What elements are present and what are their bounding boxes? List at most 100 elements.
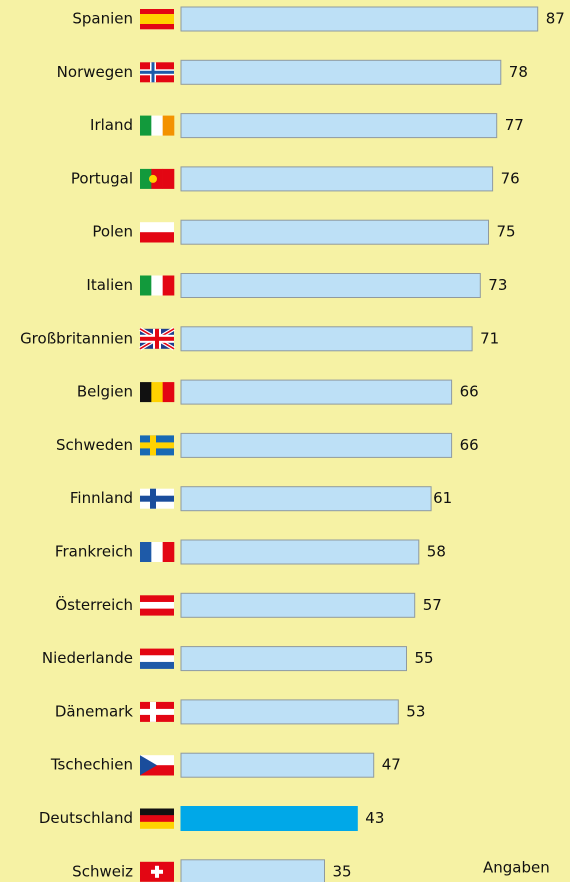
flag-stripe (162, 168, 175, 189)
category-label: Niederlande (42, 649, 133, 667)
flag-cross (140, 442, 174, 449)
value-label: 76 (501, 169, 520, 187)
flag-stripe (140, 608, 174, 616)
category-label: Irland (90, 116, 133, 134)
category-label: Spanien (72, 10, 133, 28)
flag (140, 168, 175, 189)
bar (180, 166, 494, 192)
value-label: 77 (505, 116, 524, 134)
flag-cross (151, 869, 163, 874)
flag (140, 222, 174, 243)
category-label: Deutschland (39, 809, 133, 827)
flag-stripe (151, 382, 163, 403)
value-label: 43 (365, 809, 384, 827)
flag-cross (140, 70, 174, 74)
flag-stripe (162, 115, 175, 136)
category-label: Dänemark (55, 702, 133, 720)
flag-stripe (140, 275, 152, 296)
flag (140, 755, 174, 776)
value-label: 57 (423, 596, 442, 614)
flag-stripe (140, 661, 174, 669)
flag-stripe (162, 382, 175, 403)
flag-stripe (140, 648, 174, 656)
flag (140, 62, 174, 83)
category-label: Schweden (56, 436, 133, 454)
flag (140, 808, 174, 829)
flag-stripe (140, 115, 152, 136)
flag-stripe (140, 815, 174, 823)
category-label: Finnland (70, 489, 133, 507)
flag-stripe (151, 115, 163, 136)
flag-stripe (162, 275, 175, 296)
flag-stripe (151, 275, 163, 296)
value-label: 87 (546, 10, 565, 28)
value-label: 47 (382, 756, 401, 774)
flag-stripe (140, 595, 174, 603)
bar (180, 379, 453, 405)
bar (180, 59, 502, 85)
category-label: Frankreich (55, 543, 133, 561)
flag-stripe (140, 19, 174, 25)
bar (180, 859, 325, 882)
bar (180, 326, 473, 352)
flag (140, 488, 174, 509)
flag-stripe (151, 542, 163, 562)
category-label: Schweiz (72, 862, 133, 880)
flag-stripe (140, 755, 174, 766)
category-label: Tschechien (50, 756, 133, 774)
flag-stripe (140, 808, 174, 816)
flag-cross (140, 495, 174, 502)
flag-cross (140, 336, 174, 341)
category-label: Großbritannien (20, 329, 133, 347)
flag-stripe (140, 9, 174, 15)
category-label: Norwegen (57, 63, 133, 81)
flag (140, 595, 174, 616)
flag-stripe (140, 168, 152, 189)
flag-stripe (140, 655, 174, 663)
flag (140, 382, 175, 403)
value-label: 66 (460, 383, 479, 401)
flag-stripe (140, 601, 174, 609)
flag-stripe (140, 24, 174, 30)
bar (180, 113, 498, 139)
flag (140, 648, 174, 669)
flag-triangle (140, 755, 157, 776)
flag-stripe (140, 232, 174, 243)
category-label: Portugal (71, 169, 133, 187)
bar (180, 752, 375, 778)
bar (180, 273, 481, 298)
bar (180, 539, 420, 565)
value-label: 78 (509, 63, 528, 81)
category-label: Italien (86, 276, 133, 294)
flag-stripe (140, 765, 174, 776)
flag-stripe (140, 14, 174, 20)
flag-stripe (151, 168, 163, 189)
note: Angaben (483, 859, 550, 877)
bar (180, 806, 358, 831)
category-label: Belgien (77, 383, 133, 401)
flag (140, 435, 174, 456)
flag (140, 701, 174, 722)
value-label: 71 (480, 329, 499, 347)
bar (180, 592, 416, 618)
value-label: 61 (433, 489, 452, 507)
bar (180, 646, 407, 672)
value-label: 55 (415, 649, 434, 667)
bar (180, 699, 399, 725)
flag (140, 115, 175, 136)
flag-stripe (140, 821, 174, 829)
bar (180, 432, 453, 458)
flag-stripe (140, 222, 174, 233)
flag-cross (140, 708, 174, 715)
flag-stripe (140, 542, 152, 562)
flag (140, 861, 174, 882)
value-label: 66 (460, 436, 479, 454)
value-label: 75 (497, 223, 516, 241)
flag (138, 327, 176, 351)
value-label: 53 (406, 702, 425, 720)
bar (180, 6, 539, 32)
category-label: Österreich (55, 595, 133, 614)
flag (140, 542, 175, 562)
flag (140, 9, 174, 30)
